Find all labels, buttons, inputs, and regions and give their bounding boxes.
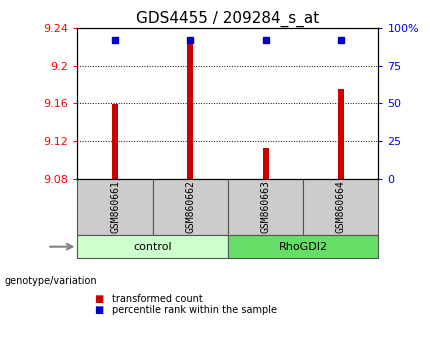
Text: GSM860661: GSM860661 [110, 180, 120, 233]
Bar [77, 178, 153, 235]
Title: GDS4455 / 209284_s_at: GDS4455 / 209284_s_at [136, 11, 319, 27]
Bar [338, 89, 344, 178]
Text: GSM860664: GSM860664 [336, 180, 346, 233]
Bar [228, 178, 303, 235]
Bar [228, 235, 378, 258]
Bar [187, 40, 194, 178]
Bar [303, 178, 378, 235]
Text: transformed count: transformed count [112, 294, 203, 304]
Text: RhoGDI2: RhoGDI2 [279, 242, 328, 252]
Text: ■: ■ [95, 305, 104, 315]
Bar [77, 235, 228, 258]
Bar [153, 178, 228, 235]
Bar [262, 148, 268, 178]
Text: GSM860663: GSM860663 [261, 180, 270, 233]
Text: genotype/variation: genotype/variation [4, 276, 97, 286]
Text: control: control [133, 242, 172, 252]
Bar [112, 104, 118, 178]
Text: ■: ■ [95, 294, 104, 304]
Text: GSM860662: GSM860662 [185, 180, 195, 233]
Text: percentile rank within the sample: percentile rank within the sample [112, 305, 277, 315]
